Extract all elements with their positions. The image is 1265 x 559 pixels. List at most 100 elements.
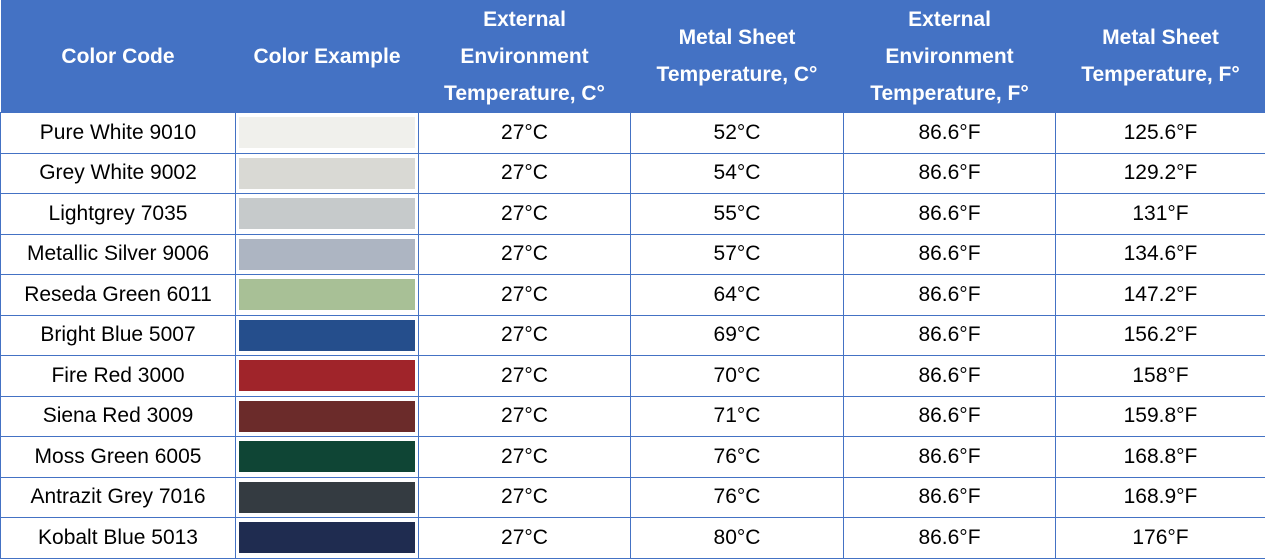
header-text: Color Code	[1, 38, 236, 75]
swatch-cell	[236, 275, 419, 316]
swatch-cell	[236, 477, 419, 518]
header-text: Color Example	[236, 38, 419, 75]
temperature-cell: 27°C	[419, 194, 631, 235]
color-swatch	[239, 360, 415, 391]
header-cell: Color Example	[236, 0, 419, 113]
temperature-cell: 86.6°F	[844, 518, 1056, 559]
header-text: External	[419, 1, 631, 38]
header-text: Temperature, F°	[844, 75, 1056, 112]
color-code: Kobalt Blue 5013	[1, 518, 236, 559]
color-code: Metallic Silver 9006	[1, 234, 236, 275]
temperature-cell: 129.2°F	[1056, 153, 1265, 194]
temperature-cell: 134.6°F	[1056, 234, 1265, 275]
temperature-cell: 86.6°F	[844, 275, 1056, 316]
swatch-cell	[236, 153, 419, 194]
swatch-cell	[236, 437, 419, 478]
header-text: Temperature, C°	[631, 56, 844, 93]
swatch-cell	[236, 315, 419, 356]
color-code: Grey White 9002	[1, 153, 236, 194]
color-code: Reseda Green 6011	[1, 275, 236, 316]
color-swatch	[239, 320, 415, 351]
color-swatch	[239, 482, 415, 513]
color-code: Moss Green 6005	[1, 437, 236, 478]
temperature-cell: 71°C	[631, 396, 844, 437]
temperature-cell: 27°C	[419, 113, 631, 154]
swatch-cell	[236, 356, 419, 397]
temperature-cell: 156.2°F	[1056, 315, 1265, 356]
temperature-cell: 86.6°F	[844, 477, 1056, 518]
temperature-cell: 86.6°F	[844, 315, 1056, 356]
swatch-cell	[236, 396, 419, 437]
color-swatch	[239, 158, 415, 189]
color-swatch	[239, 279, 415, 310]
temperature-cell: 57°C	[631, 234, 844, 275]
color-swatch	[239, 401, 415, 432]
temperature-cell: 86.6°F	[844, 113, 1056, 154]
color-swatch	[239, 522, 415, 553]
temperature-cell: 27°C	[419, 437, 631, 478]
color-code: Bright Blue 5007	[1, 315, 236, 356]
temperature-cell: 158°F	[1056, 356, 1265, 397]
temperature-cell: 168.8°F	[1056, 437, 1265, 478]
color-code: Lightgrey 7035	[1, 194, 236, 235]
temperature-cell: 27°C	[419, 518, 631, 559]
temperature-cell: 125.6°F	[1056, 113, 1265, 154]
temperature-cell: 27°C	[419, 477, 631, 518]
swatch-cell	[236, 518, 419, 559]
header-text: Metal Sheet	[1056, 19, 1265, 56]
temperature-cell: 86.6°F	[844, 194, 1056, 235]
temperature-cell: 52°C	[631, 113, 844, 154]
temperature-cell: 76°C	[631, 437, 844, 478]
header-text: Temperature, C°	[419, 75, 631, 112]
temperature-cell: 86.6°F	[844, 153, 1056, 194]
header-cell: Color Code	[1, 0, 236, 113]
temperature-cell: 159.8°F	[1056, 396, 1265, 437]
header-text: Temperature, F°	[1056, 56, 1265, 93]
temperature-cell: 86.6°F	[844, 234, 1056, 275]
color-swatch	[239, 117, 415, 148]
color-swatch	[239, 239, 415, 270]
color-code: Pure White 9010	[1, 113, 236, 154]
swatch-cell	[236, 234, 419, 275]
temperature-cell: 70°C	[631, 356, 844, 397]
temperature-cell: 27°C	[419, 153, 631, 194]
temperature-cell: 69°C	[631, 315, 844, 356]
header-text: Metal Sheet	[631, 19, 844, 56]
temperature-cell: 54°C	[631, 153, 844, 194]
color-code: Antrazit Grey 7016	[1, 477, 236, 518]
temperature-cell: 168.9°F	[1056, 477, 1265, 518]
temperature-cell: 27°C	[419, 275, 631, 316]
temperature-cell: 80°C	[631, 518, 844, 559]
swatch-cell	[236, 113, 419, 154]
temperature-cell: 147.2°F	[1056, 275, 1265, 316]
temperature-cell: 86.6°F	[844, 437, 1056, 478]
temperature-cell: 76°C	[631, 477, 844, 518]
temperature-cell: 27°C	[419, 234, 631, 275]
temperature-cell: 86.6°F	[844, 396, 1056, 437]
header-text: External	[844, 1, 1056, 38]
temperature-cell: 64°C	[631, 275, 844, 316]
temperature-cell: 86.6°F	[844, 356, 1056, 397]
temperature-cell: 27°C	[419, 315, 631, 356]
temperature-cell: 176°F	[1056, 518, 1265, 559]
color-code: Fire Red 3000	[1, 356, 236, 397]
color-swatch	[239, 441, 415, 472]
